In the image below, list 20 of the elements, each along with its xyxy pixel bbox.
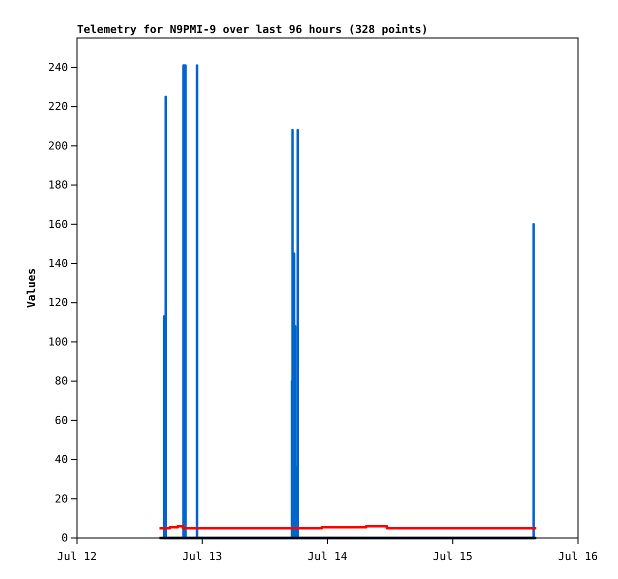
y-tick-label: 140 (48, 257, 68, 270)
x-tick-label: Jul 12 (57, 550, 97, 563)
y-tick-label: 100 (48, 335, 68, 348)
y-tick-label: 160 (48, 218, 68, 231)
y-tick-label: 220 (48, 100, 68, 114)
x-tick-label: Jul 16 (558, 550, 598, 563)
y-tick-label: 120 (48, 296, 68, 310)
x-tick-label: Jul 14 (308, 550, 348, 563)
y-tick-label: 80 (54, 374, 68, 388)
y-tick-label: 40 (54, 453, 68, 466)
y-tick-label: 0 (61, 532, 68, 545)
y-tick-label: 240 (48, 60, 68, 74)
y-axis-title: Values (25, 268, 38, 308)
y-tick-label: 60 (54, 414, 68, 427)
chart-title: Telemetry for N9PMI-9 over last 96 hours (328 points) (77, 23, 428, 36)
x-tick-label: Jul 13 (182, 550, 222, 563)
x-tick-label: Jul 15 (432, 550, 473, 563)
y-tick-label: 200 (48, 139, 68, 152)
y-tick-label: 20 (54, 492, 68, 506)
y-tick-label: 180 (48, 178, 68, 192)
